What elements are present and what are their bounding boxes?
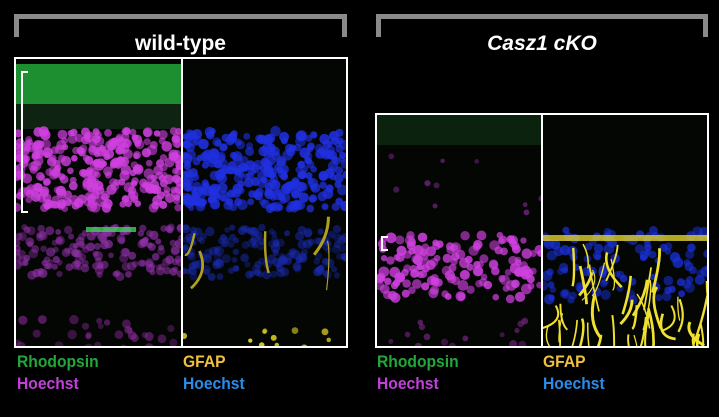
legend-hoechst: Hoechst [543,374,605,393]
wild-type-title: wild-type [134,32,226,55]
legend-hoechst: Hoechst [17,374,79,393]
legend-rhodopsin: Rhodopsin [377,352,459,371]
wt-gfap-hoechst-image [183,59,346,346]
wild-type-group-bracket [14,14,347,37]
cko-image-panel [375,113,709,348]
legend-hoechst: Hoechst [377,374,439,393]
outer-nuclear-layer-bracket [381,236,388,251]
panel-divider [181,59,183,346]
outer-nuclear-layer-bracket [21,71,28,213]
wt-rhodopsin-hoechst-image [16,59,182,346]
legend-gfap: GFAP [183,352,226,371]
cko-rhodopsin-hoechst-image [377,115,542,346]
cko-gfap-hoechst-image [543,115,707,346]
legend-hoechst: Hoechst [183,374,245,393]
cko-title: Casz1 cKO [487,32,597,55]
panel-divider [541,115,543,346]
cko-group-bracket [376,14,708,37]
legend-gfap: GFAP [543,352,586,371]
wild-type-image-panel [14,57,348,348]
legend-rhodopsin: Rhodopsin [17,352,99,371]
